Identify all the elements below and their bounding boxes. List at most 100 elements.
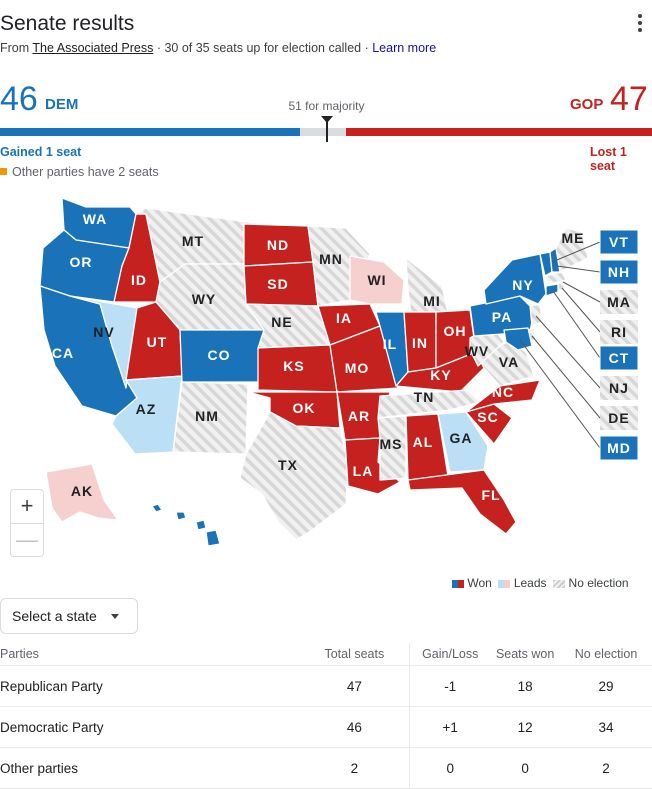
party-name: Other parties	[0, 747, 300, 789]
state-ma[interactable]	[544, 271, 567, 285]
state-label-ma: MA	[607, 294, 631, 310]
state-label-de: DE	[608, 410, 629, 426]
legend-leads: Leads	[513, 576, 547, 590]
state-label-nv: NV	[93, 324, 114, 340]
seats-won: 12	[490, 706, 561, 748]
col-parties: Parties	[0, 643, 300, 666]
state-ak[interactable]	[45, 463, 119, 523]
gain-loss: -1	[409, 665, 491, 707]
gain-loss: +1	[409, 706, 491, 748]
state-label-pa: PA	[492, 309, 512, 325]
state-label-mt: MT	[182, 233, 204, 249]
state-label-ne: NE	[271, 314, 292, 330]
state-me[interactable]	[555, 227, 589, 273]
state-label-in: IN	[412, 335, 428, 351]
state-hi[interactable]	[151, 503, 221, 547]
col-total-seats: Total seats	[299, 643, 411, 666]
gop-seat-bar	[346, 128, 652, 136]
state-label-ks: KS	[283, 358, 304, 374]
state-box-de[interactable]	[600, 406, 638, 430]
other-parties-note: Other parties have 2 seats	[0, 165, 159, 179]
map-legend: Won Leads No election	[452, 576, 629, 590]
state-label-ms: MS	[380, 436, 403, 452]
zoom-in-button[interactable]: +	[20, 493, 34, 518]
state-fl[interactable]	[407, 469, 517, 535]
state-label-va: VA	[499, 354, 519, 370]
state-ct[interactable]	[545, 283, 559, 297]
state-nj[interactable]	[529, 303, 543, 327]
senate-map[interactable]: WA OR CA NV ID MT WY UT AZ CO NM ND SD NE KS OK TX MN IA MO…	[0, 185, 652, 570]
no-election: 2	[560, 747, 652, 789]
col-gain-loss: Gain/Loss	[409, 643, 491, 666]
leads-gop-swatch	[504, 580, 511, 588]
leads-dem-swatch	[498, 580, 505, 588]
seats-called: · 30 of 35 seats up for election called …	[156, 41, 369, 55]
state-label-fl: FL	[481, 487, 500, 503]
state-box-ri[interactable]	[600, 320, 638, 344]
gain-loss: 0	[409, 747, 491, 789]
state-label-hi: HI	[170, 527, 186, 543]
no-election: 29	[560, 665, 652, 707]
table-header-row: Parties Total seats Gain/Loss Seats won …	[0, 643, 652, 666]
majority-marker-icon	[321, 116, 333, 123]
state-label-md: MD	[607, 440, 631, 456]
table-row: Republican Party 47 -1 18 29	[0, 665, 652, 707]
state-label-tn: TN	[414, 389, 435, 405]
seats-won: 0	[490, 747, 561, 789]
map-zoom-control: + —	[10, 489, 44, 557]
gop-change: Lost 1 seat	[590, 145, 627, 173]
total-seats: 47	[299, 665, 411, 707]
callout-line-ma	[562, 281, 601, 303]
state-label-vt: VT	[609, 234, 629, 250]
state-label-wi: WI	[367, 272, 386, 288]
state-label-ny: NY	[512, 277, 533, 293]
state-label-co: CO	[208, 347, 231, 363]
state-label-az: AZ	[136, 401, 157, 417]
state-ny[interactable]	[483, 253, 547, 305]
state-label-nh: NH	[608, 264, 630, 280]
state-label-mn: MN	[319, 251, 343, 267]
source-link[interactable]: The Associated Press	[32, 41, 154, 55]
callout-line-nh	[556, 265, 601, 273]
learn-more-link[interactable]: Learn more	[372, 41, 437, 55]
state-box-ct[interactable]	[599, 345, 639, 371]
state-select[interactable]: Select a state	[0, 598, 138, 634]
callout-line-ri	[561, 287, 601, 333]
callout-line-vt	[551, 241, 601, 263]
state-wi[interactable]	[349, 255, 405, 305]
dem-seat-count: 46	[0, 80, 38, 118]
state-label-oh: OH	[444, 323, 467, 339]
legend-won: Won	[467, 576, 492, 590]
state-label-wy: WY	[192, 291, 217, 307]
total-seats: 2	[299, 747, 411, 789]
state-label-sd: SD	[267, 276, 288, 292]
state-label-ak: AK	[71, 483, 93, 499]
state-box-md[interactable]	[599, 435, 639, 461]
no-election-swatch	[553, 580, 566, 588]
source-line: From The Associated Press · 30 of 35 sea…	[0, 41, 436, 55]
table-row: Democratic Party 46 +1 12 34	[0, 706, 652, 748]
state-label-mo: MO	[345, 360, 370, 376]
won-gop-swatch	[458, 580, 464, 588]
state-box-ma[interactable]	[600, 290, 638, 314]
state-box-vt[interactable]	[599, 229, 639, 255]
zoom-out-button[interactable]: —	[11, 523, 43, 556]
state-label-il: IL	[383, 336, 397, 352]
state-tx[interactable]	[239, 411, 349, 541]
state-box-nj[interactable]	[600, 376, 638, 400]
state-ga[interactable]	[437, 411, 489, 473]
callout-line-md	[519, 339, 601, 449]
state-box-nh[interactable]	[599, 259, 639, 285]
no-election: 34	[560, 706, 652, 748]
col-no-election: No election	[560, 643, 652, 666]
state-label-sc: SC	[477, 409, 498, 425]
state-tn[interactable]	[377, 389, 481, 419]
state-label-id: ID	[131, 272, 147, 288]
state-ms[interactable]	[377, 415, 407, 481]
state-md[interactable]	[503, 327, 533, 351]
party-name: Democratic Party	[0, 706, 300, 748]
state-nc[interactable]	[465, 379, 541, 413]
state-nv[interactable]	[69, 295, 138, 389]
more-options-icon[interactable]	[630, 14, 650, 36]
state-label-ct: CT	[609, 350, 630, 366]
